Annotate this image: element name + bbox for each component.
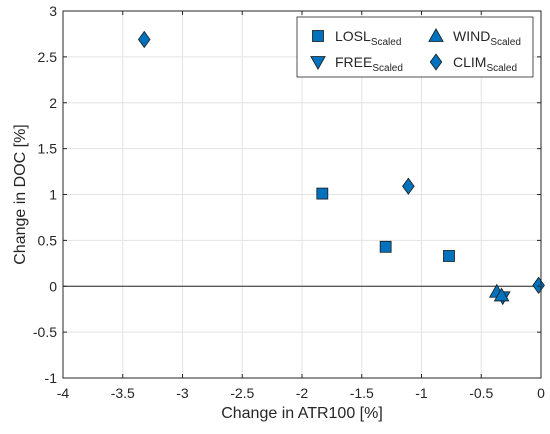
x-tick-label: -3.5 bbox=[111, 385, 135, 401]
x-tick-label: -1.5 bbox=[350, 385, 374, 401]
point-wind bbox=[493, 287, 510, 302]
legend-box bbox=[296, 16, 534, 78]
x-tick-label: -2.5 bbox=[230, 385, 254, 401]
y-tick-label: 3 bbox=[49, 3, 57, 19]
y-tick-label: 1 bbox=[49, 187, 57, 203]
x-axis-ticks: -4 -3.5 -3 -2.5 -2 -1.5 -1 -0.5 0 bbox=[57, 11, 545, 401]
x-tick-label: -3 bbox=[176, 385, 189, 401]
y-tick-label: 0 bbox=[49, 278, 57, 294]
y-tick-label: -1 bbox=[45, 370, 58, 386]
x-tick-label: -1 bbox=[415, 385, 428, 401]
point-losl bbox=[443, 250, 455, 262]
legend-marker-losl bbox=[312, 30, 324, 42]
point-clim bbox=[137, 30, 151, 49]
data-points bbox=[137, 30, 545, 306]
y-tick-label: 1.5 bbox=[38, 141, 58, 157]
x-tick-label: -2 bbox=[296, 385, 309, 401]
x-tick-label: 0 bbox=[537, 385, 545, 401]
legend-marker-wind bbox=[428, 28, 444, 42]
legend-marker-clim bbox=[429, 53, 443, 71]
x-axis-label: Change in ATR100 [%] bbox=[221, 405, 383, 422]
x-tick-label: -0.5 bbox=[469, 385, 493, 401]
y-tick-label: 2.5 bbox=[38, 49, 58, 65]
x-tick-label: -4 bbox=[57, 385, 70, 401]
legend-marker-free bbox=[310, 56, 326, 70]
y-axis-ticks: -1 -0.5 0 0.5 1 1.5 2 2.5 3 bbox=[33, 3, 541, 386]
y-axis-label: Change in DOC [%] bbox=[12, 124, 29, 265]
point-clim bbox=[402, 177, 415, 195]
y-tick-label: 2 bbox=[49, 95, 57, 111]
y-tick-label: 0.5 bbox=[38, 232, 58, 248]
y-tick-label: -0.5 bbox=[33, 324, 57, 340]
point-losl bbox=[316, 187, 329, 200]
point-losl bbox=[379, 240, 392, 253]
